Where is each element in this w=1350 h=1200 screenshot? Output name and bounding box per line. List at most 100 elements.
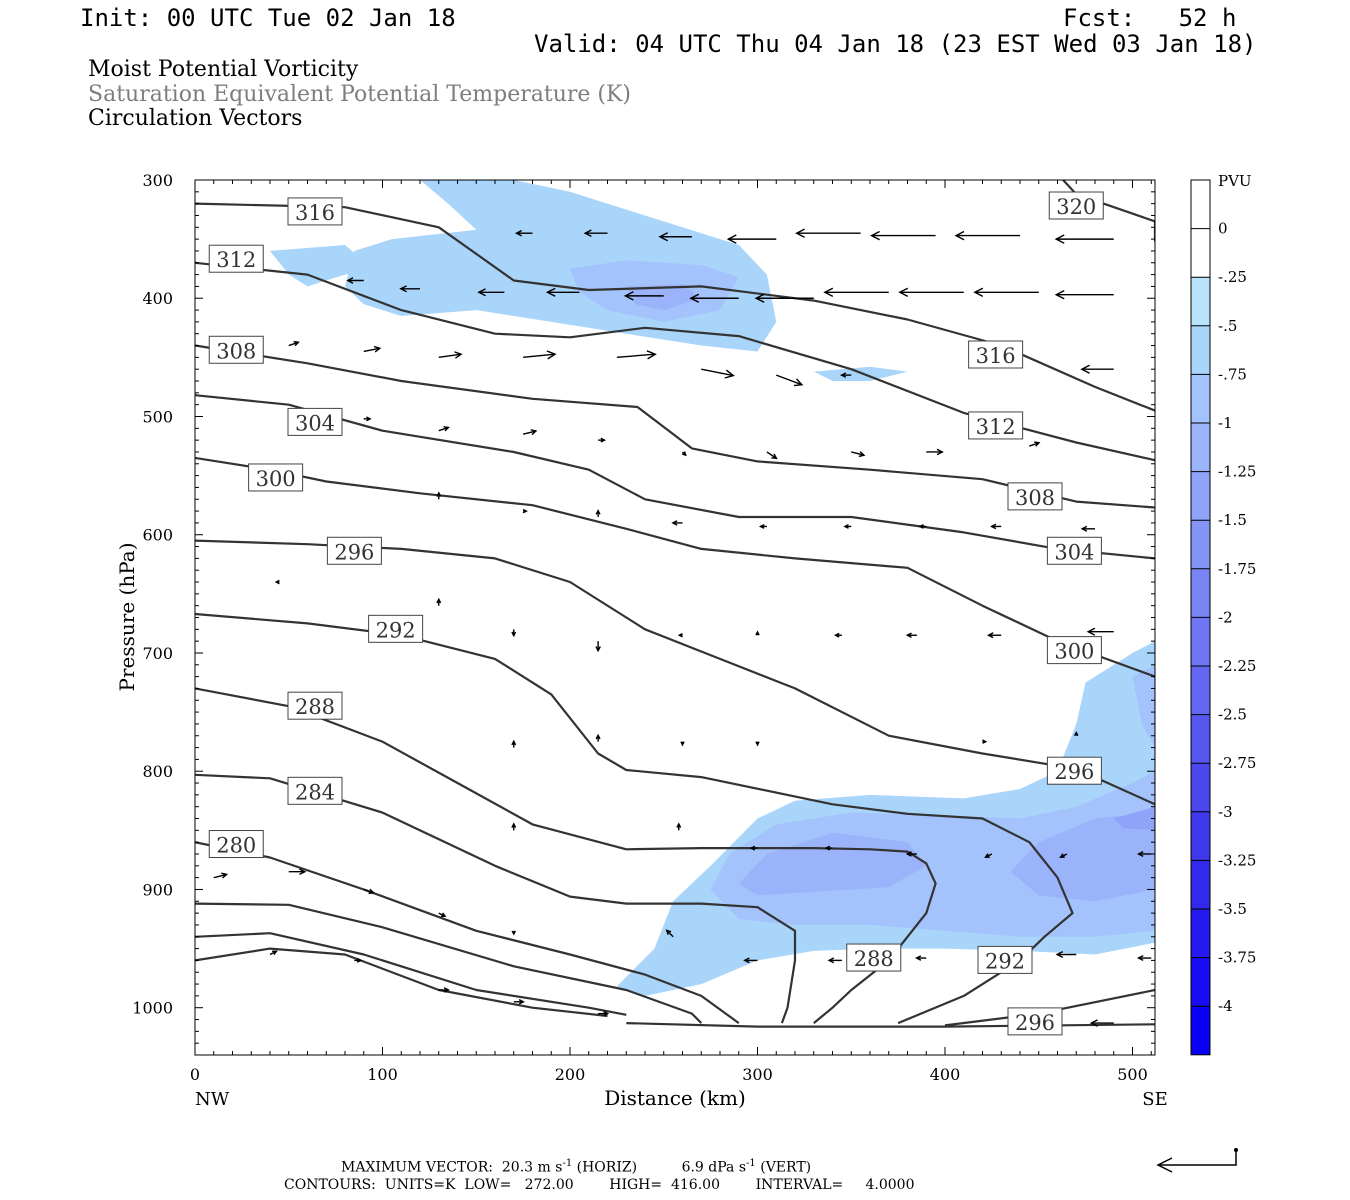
vector-arrow [1136, 850, 1152, 858]
vector-arrow [677, 632, 683, 638]
contour-label-text: 292 [376, 618, 416, 642]
vector-head [905, 851, 912, 857]
vector-shaft [363, 888, 374, 894]
init-time: Init: 00 UTC Tue 02 Jan 18 [80, 4, 456, 32]
x-tick-label: 0 [190, 1065, 200, 1084]
contour-label-text: 288 [295, 695, 335, 719]
vector-head [366, 416, 372, 422]
vector-arrow [438, 426, 450, 432]
vector-shaft [438, 353, 462, 359]
vector-head [681, 451, 687, 457]
vector-arrow [354, 957, 363, 963]
vector-arrow [982, 739, 988, 744]
vector-arrow [598, 1010, 610, 1017]
vector-head [755, 741, 760, 747]
vector-arrow [583, 229, 608, 238]
vector-head [954, 230, 965, 241]
vector-head [982, 739, 988, 744]
contour-line [195, 394, 1155, 560]
x-tick-label: 200 [555, 1065, 586, 1084]
y-tick-label: 500 [142, 407, 173, 426]
vector-arrow [758, 523, 767, 529]
colorbar-swatch [1191, 860, 1210, 909]
vector-head [824, 845, 831, 851]
vector-head [368, 888, 375, 895]
vector-head [646, 350, 657, 360]
vector-head [511, 739, 517, 746]
vector-head [1054, 234, 1065, 244]
horiz-exponent: -1 [562, 1158, 573, 1169]
vector-head [299, 868, 307, 876]
vector-shaft [522, 430, 537, 435]
vector-head [1034, 441, 1041, 447]
contour-label: 308 [208, 335, 264, 364]
vector-head [511, 822, 517, 828]
contour-label-box [368, 614, 424, 643]
vector-head [530, 429, 538, 436]
colorbar-label: -1 [1218, 414, 1233, 432]
colorbar-swatch [1191, 957, 1210, 1007]
vector-head [511, 930, 517, 936]
vector-shaft [701, 368, 734, 377]
colorbar-swatch [1191, 374, 1210, 423]
vector-head [858, 451, 866, 458]
vector-arrow [511, 930, 517, 936]
colorbar-label: -2.25 [1218, 657, 1256, 675]
colorbar-label: -3 [1218, 803, 1233, 821]
colorbar-swatch [1191, 714, 1210, 764]
colorbar-unit: PVU [1218, 172, 1252, 190]
contour-label-box [208, 830, 264, 859]
vector-head [583, 229, 592, 238]
contour-label-text: 316 [295, 201, 335, 225]
vector-head [915, 955, 922, 961]
vector-head [724, 369, 735, 379]
vector-arrow [990, 523, 1002, 530]
pv-region [1132, 664, 1155, 748]
contour-label-text: 320 [1056, 195, 1096, 219]
contour-label-box [1046, 636, 1102, 665]
y-axis-title: Pressure (hPa) [115, 543, 139, 692]
vector-arrow [1080, 364, 1114, 374]
vector-arrow [1089, 1019, 1114, 1027]
max-vector-line: MAXIMUM VECTOR: 20.3 m s-1 (HORIZ) 6.9 d… [341, 1159, 811, 1175]
contour-label-box [287, 691, 343, 720]
colorbar-swatch [1191, 228, 1210, 278]
contour-label-text: 300 [1054, 640, 1094, 664]
vector-head [600, 437, 607, 443]
vector-arrow [438, 987, 450, 993]
x-tick-label: 400 [930, 1065, 961, 1084]
vector-arrow [438, 912, 447, 917]
vector-arrow [511, 739, 517, 748]
vector-arrow [363, 345, 382, 353]
y-tick-label: 700 [142, 644, 173, 663]
horiz-tag: (HORIZ) [576, 1159, 638, 1176]
contour-line [195, 773, 797, 1024]
vector-head [833, 632, 840, 638]
contour-label-text: 312 [976, 415, 1016, 439]
vector-head [221, 872, 229, 879]
vector-arrow [833, 632, 842, 638]
pv-colorbar: PVU 0 -.25 -.5 -.75 -1 -1.25 -1.5 -1.75 -2 -2.25 -2… [1190, 172, 1256, 1056]
vector-arrow [824, 845, 833, 851]
vector-head [984, 853, 990, 858]
vector-head [936, 448, 944, 456]
contour-label-text: 296 [334, 540, 374, 564]
vector-arrow [522, 508, 528, 514]
vector-shaft [213, 873, 227, 879]
contour-label-box [968, 340, 1024, 369]
vector-arrow [795, 228, 861, 238]
contour-label: 280 [208, 830, 264, 859]
vector-arrow [898, 287, 964, 298]
vector-head [1136, 954, 1144, 962]
x-tick-label: 100 [367, 1065, 398, 1084]
y-tick-label: 300 [142, 171, 173, 190]
contour-label-text: 296 [1054, 760, 1094, 784]
contour-line [195, 202, 1155, 412]
vector-head [356, 957, 363, 963]
contour-label-box [1048, 191, 1104, 220]
vector-arrow [213, 872, 229, 879]
y-tick-label: 600 [142, 526, 173, 545]
contour-label-box [1046, 756, 1102, 785]
vector-head [603, 1010, 610, 1017]
vector-arrow [1080, 525, 1095, 532]
